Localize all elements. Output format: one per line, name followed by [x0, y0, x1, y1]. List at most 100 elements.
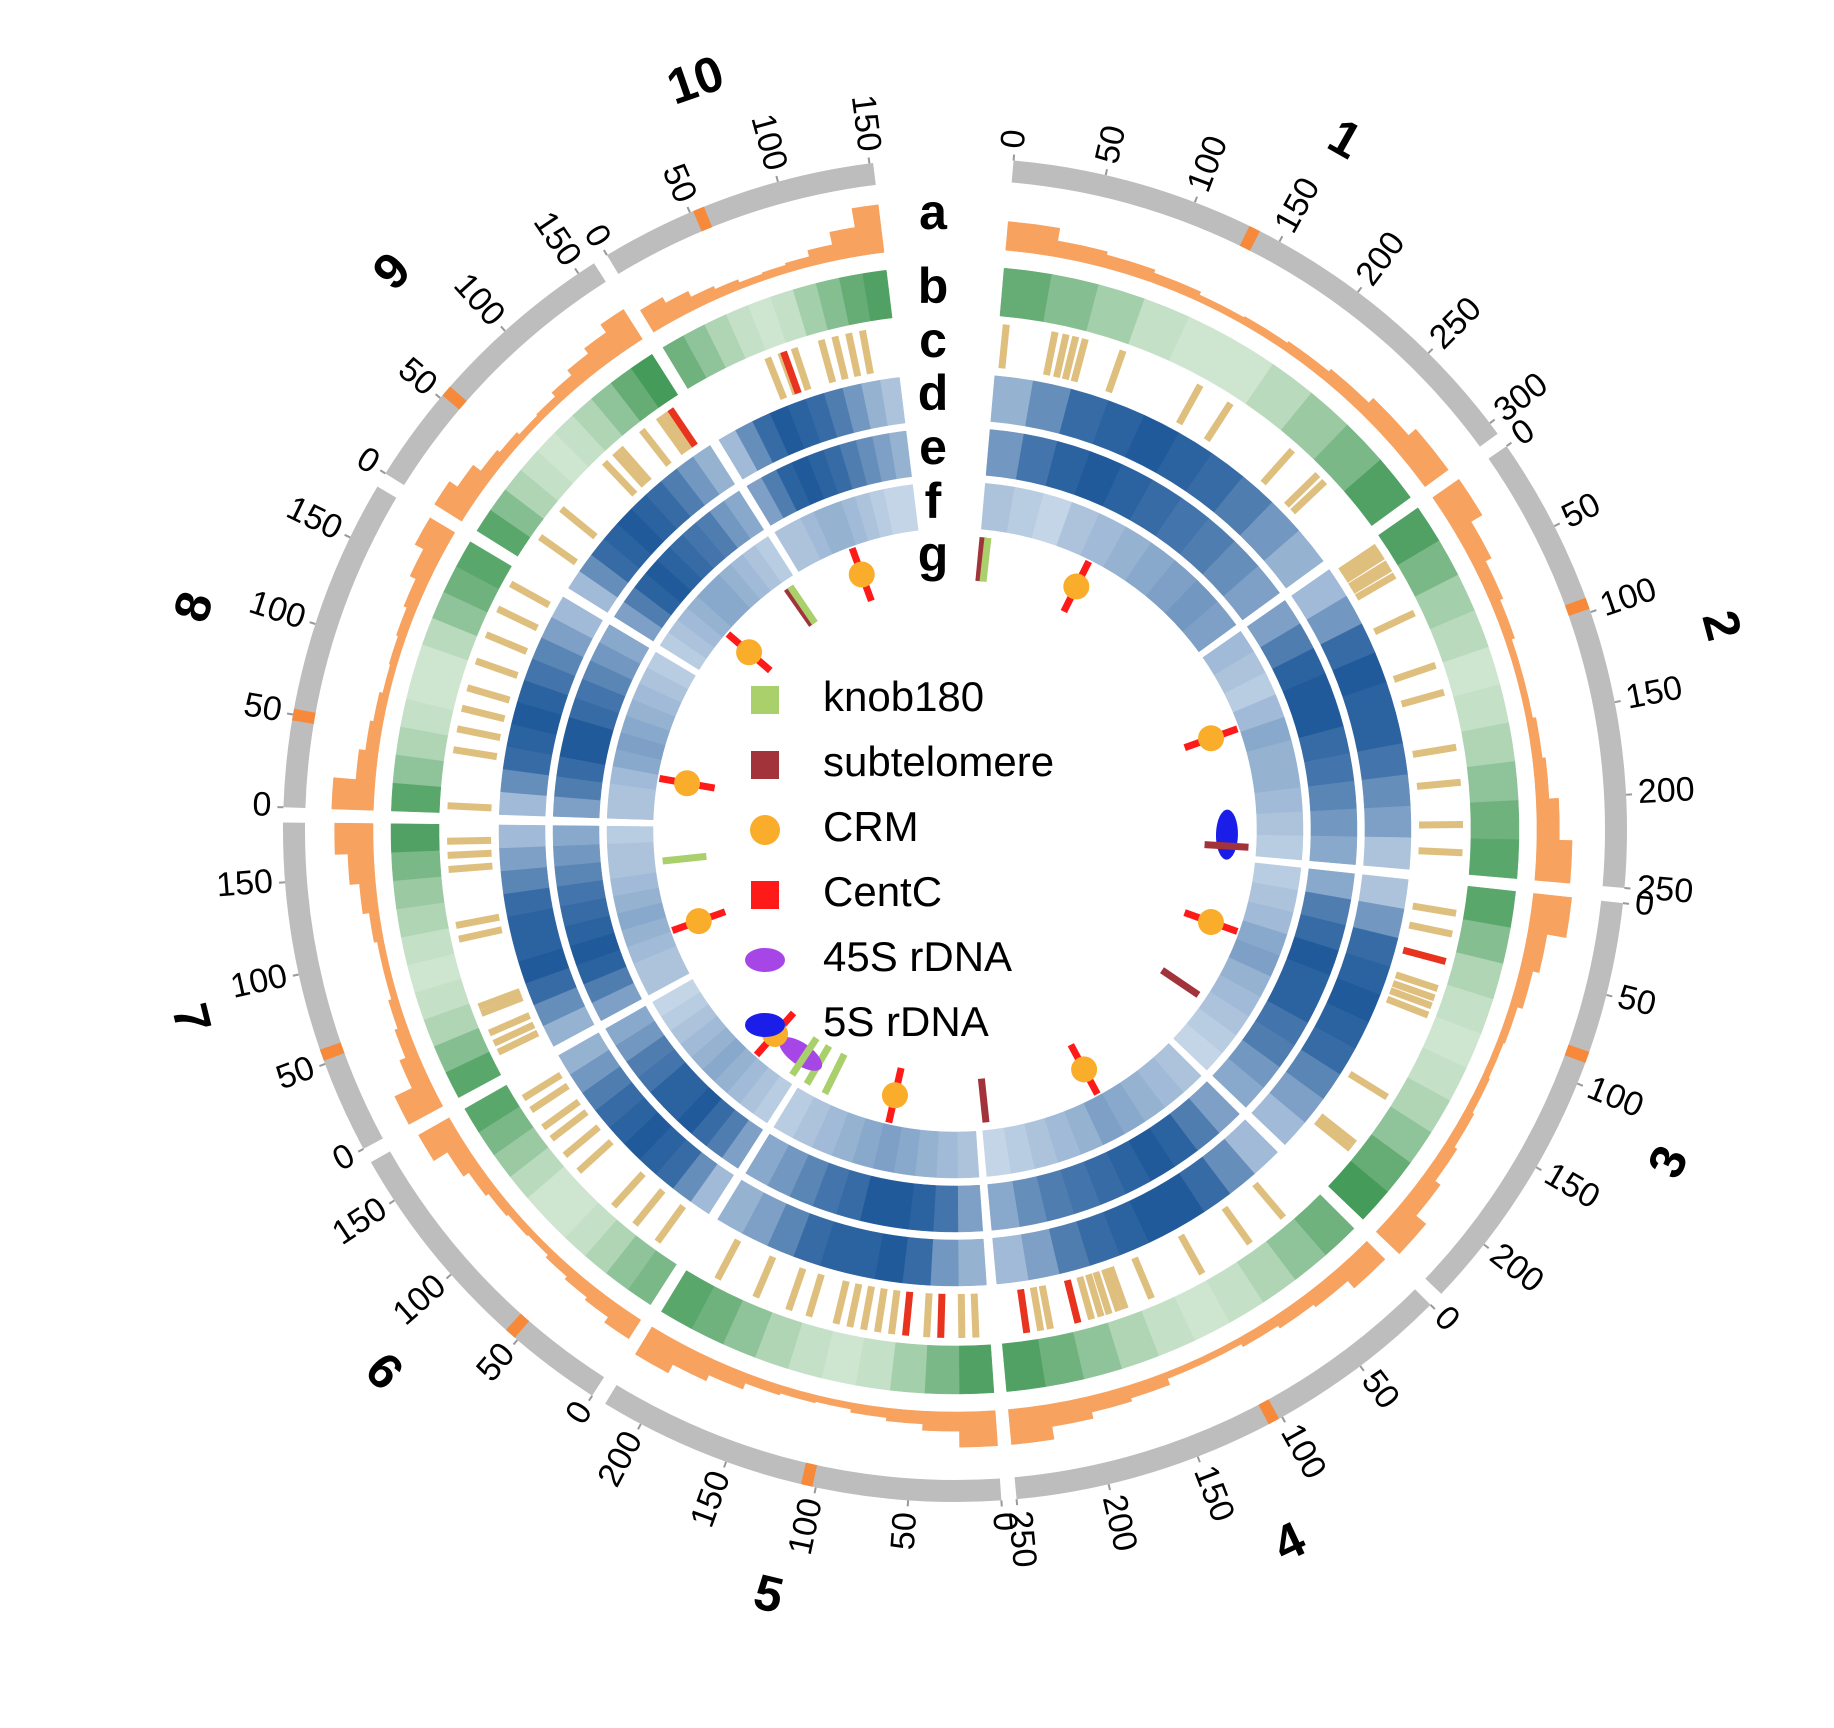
chromosome-label: 7: [161, 998, 222, 1038]
histogram-bar: [1526, 717, 1543, 760]
gene-cluster: [455, 913, 500, 929]
gene-cluster: [1338, 543, 1379, 575]
histogram-bar: [1054, 240, 1108, 268]
histogram-bar: [1103, 254, 1156, 283]
heatmap-cell: [1308, 780, 1357, 812]
gene-cluster: [447, 849, 492, 859]
tick-label: 0: [1633, 884, 1656, 924]
track-label: g: [918, 526, 949, 582]
tick-mark: [1576, 1082, 1584, 1087]
track-label: f: [925, 473, 942, 529]
histogram-bar: [1445, 1109, 1475, 1148]
gene-cluster: [785, 1267, 807, 1312]
tick-label: 50: [655, 158, 705, 208]
gene-cluster: [447, 836, 492, 845]
repeat-marker: [821, 1052, 848, 1096]
tick-mark: [344, 533, 351, 539]
heatmap-cell: [982, 1127, 1012, 1177]
histogram-bar: [1005, 221, 1061, 257]
gene-cluster: [805, 1273, 825, 1318]
gene-cluster: [1043, 331, 1059, 376]
gene-cluster: [888, 1289, 901, 1335]
gene-cluster: [562, 1124, 601, 1158]
track-label: a: [919, 184, 948, 240]
histogram-bar: [1490, 599, 1515, 642]
gene-cluster: [601, 459, 638, 497]
histogram-bar: [499, 432, 525, 459]
tick-label: 150: [1267, 171, 1328, 239]
gene-cluster: [1416, 778, 1462, 790]
histogram-bar: [1517, 677, 1533, 720]
gene-cluster: [1101, 1268, 1122, 1313]
tick-mark: [1489, 418, 1496, 425]
tick-label: 50: [1556, 485, 1607, 536]
gene-cluster: [874, 1288, 888, 1333]
histogram-bar: [744, 1373, 783, 1396]
histogram-bar: [1322, 368, 1370, 413]
track-label: e: [919, 419, 947, 475]
gene-cluster: [492, 1021, 536, 1047]
tick-label: 100: [227, 957, 291, 1006]
tick-mark: [574, 267, 580, 274]
gene-cluster: [1394, 971, 1439, 992]
chromosome-label: 1: [1319, 107, 1371, 169]
heatmap-cell: [880, 377, 906, 426]
histogram-bar: [850, 1402, 888, 1418]
gene-cluster: [1385, 995, 1430, 1019]
gene-cluster: [923, 1293, 933, 1338]
tick-mark: [1505, 441, 1513, 447]
gene-cluster: [1260, 447, 1295, 486]
heatmap-cell: [888, 430, 912, 480]
tick-mark: [388, 1199, 395, 1205]
crm-marker: [1063, 573, 1090, 600]
gene-cluster: [617, 445, 652, 484]
tick-mark: [500, 325, 506, 332]
heatmap-cell: [935, 1131, 958, 1179]
histogram-bar: [1359, 397, 1409, 449]
gene-cluster: [780, 350, 802, 395]
tick-label: 100: [743, 110, 795, 175]
heatmap-cell: [987, 1181, 1020, 1231]
histogram-bar: [418, 1117, 464, 1162]
gene-cluster: [1408, 921, 1453, 938]
heatmap-cell: [551, 596, 603, 639]
tick-label: 0: [1427, 1298, 1467, 1338]
chromosome-label: 3: [1637, 1137, 1700, 1186]
gene-cluster: [541, 1098, 581, 1131]
legend-swatch: [745, 948, 785, 972]
gene-cluster: [448, 862, 493, 873]
heatmap-cell: [717, 1179, 764, 1234]
gene-cluster: [1412, 743, 1457, 758]
histogram-bar: [714, 279, 742, 299]
legend-swatch: [751, 751, 779, 779]
heatmap-cell: [605, 1005, 655, 1046]
repeat-marker: [1204, 841, 1249, 851]
ideogram: [1425, 900, 1624, 1294]
gene-cluster: [639, 427, 672, 467]
histogram-bar: [334, 822, 374, 855]
histogram-bar: [1532, 757, 1550, 800]
tick-label: 200: [1483, 1235, 1551, 1300]
gene-cluster: [832, 1280, 850, 1325]
gene-cluster: [790, 347, 812, 391]
tick-label: 250: [1635, 868, 1695, 911]
gene-cluster: [487, 1012, 532, 1037]
tick-mark: [445, 1273, 452, 1280]
tick-label: 150: [1623, 668, 1686, 716]
tick-label: 0: [994, 128, 1034, 150]
ideogram: [606, 163, 876, 274]
gene-density-cell: [391, 850, 442, 881]
tick-mark: [1553, 522, 1561, 528]
gene-cluster: [1076, 1275, 1096, 1321]
histogram-bar: [738, 273, 765, 289]
histogram-bar: [488, 1187, 515, 1217]
histogram-bar: [394, 1025, 418, 1059]
gene-cluster: [1131, 1256, 1155, 1300]
gene-cluster: [521, 1071, 563, 1102]
tick-mark: [512, 1339, 519, 1346]
histogram-bar: [1240, 316, 1288, 350]
histogram-bar: [1375, 1203, 1427, 1255]
heatmap-cell: [745, 1133, 790, 1186]
tick-mark: [309, 621, 316, 625]
gene-cluster: [529, 1082, 570, 1113]
